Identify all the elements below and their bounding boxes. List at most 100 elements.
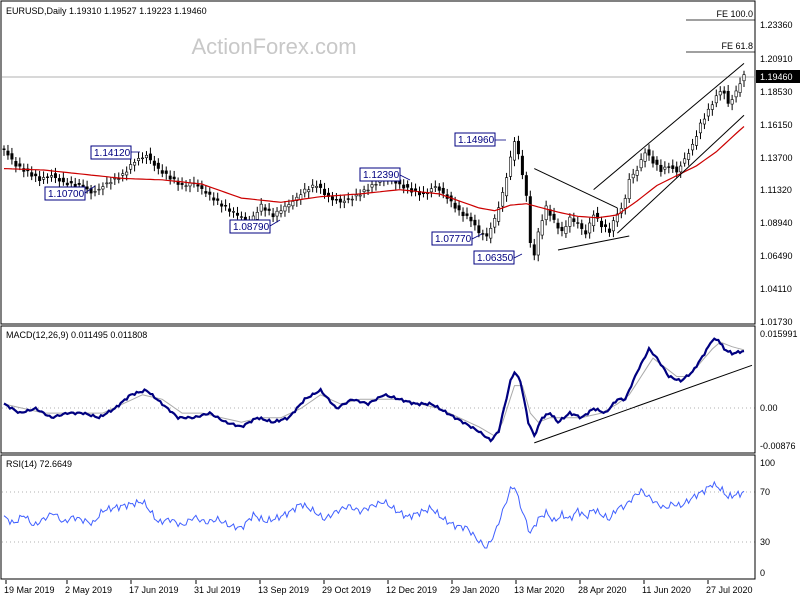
candle-body: [671, 165, 675, 169]
candle-body: [509, 156, 513, 177]
candle-body: [726, 90, 730, 104]
candle-body: [113, 177, 117, 180]
candle-body: [718, 91, 722, 96]
x-tick-label: 2 May 2019: [65, 585, 112, 595]
candle-body: [49, 175, 53, 178]
candle-body: [208, 191, 212, 195]
candle-body: [615, 213, 619, 223]
candle-body: [311, 184, 315, 188]
candle-body: [2, 148, 6, 150]
price-trendline: [557, 235, 630, 251]
candle-body: [576, 222, 580, 224]
candle-body: [323, 188, 327, 195]
candle-body: [695, 136, 699, 146]
candle-body: [647, 149, 651, 156]
candle-body: [643, 152, 647, 162]
candle-body: [172, 176, 176, 180]
macd-tick-label: -0.00876: [760, 441, 796, 451]
candle-body: [663, 166, 667, 170]
x-tick-label: 12 Dec 2019: [386, 585, 437, 595]
candle-body: [243, 216, 247, 220]
candle-body: [540, 220, 544, 236]
candle-body: [520, 155, 524, 176]
candle-body: [564, 226, 568, 234]
annotation-1.06350: 1.06350: [473, 250, 523, 265]
candle-body: [334, 199, 338, 201]
price-trendlines: [534, 62, 745, 251]
annotation-1.14120: 1.14120: [90, 145, 140, 160]
candle-body: [710, 104, 714, 110]
candle-body: [101, 186, 105, 190]
candle-body: [441, 187, 445, 194]
annotation-1.08790: 1.08790: [229, 219, 281, 234]
candle-body: [362, 189, 366, 192]
candle-body: [14, 161, 18, 167]
candle-body: [283, 205, 287, 212]
price-tick-label: 1.08940: [760, 218, 793, 228]
candle-body: [358, 194, 362, 197]
candle-body: [275, 210, 279, 217]
candle-body: [255, 212, 259, 220]
candle-body: [611, 220, 615, 232]
candle-body: [330, 196, 334, 201]
candle-body: [259, 203, 263, 212]
candle-body: [631, 173, 635, 179]
candle-body: [675, 166, 679, 173]
candle-body: [319, 183, 323, 188]
price-tick-label: 1.23360: [760, 20, 793, 30]
annotation-label: 1.08790: [233, 222, 270, 233]
candle-body: [279, 210, 283, 214]
candle-body: [22, 168, 26, 172]
candle-body: [121, 173, 125, 176]
rsi-tick-label: 0: [760, 568, 765, 578]
candle-body: [291, 201, 295, 207]
candle-body: [232, 211, 236, 213]
candle-body: [603, 224, 607, 227]
candle-body: [315, 186, 319, 188]
rsi-line: [3, 480, 745, 549]
candle-body: [473, 219, 477, 226]
candle-body: [406, 184, 410, 188]
price-trendline: [593, 62, 745, 191]
candle-body: [350, 198, 354, 201]
price-tick-label: 1.16150: [760, 120, 793, 130]
candle-body: [489, 228, 493, 239]
candle-body: [109, 182, 113, 185]
candle-body: [497, 207, 501, 222]
candle-body: [46, 176, 50, 178]
candle-body: [216, 198, 220, 201]
candle-body: [722, 90, 726, 94]
candle-body: [129, 164, 133, 170]
candle-body: [679, 165, 683, 173]
candle-body: [485, 233, 489, 237]
annotation-label: 1.07770: [435, 234, 472, 245]
candle-body: [6, 150, 10, 156]
candle-body: [560, 226, 564, 232]
annotation-1.10700: 1.10700: [44, 185, 96, 201]
candle-body: [493, 218, 497, 228]
x-axis: 19 Mar 2019 2 May 2019 17 Jun 2019 31 Ju…: [4, 580, 753, 595]
candle-body: [528, 196, 532, 243]
candle-body: [635, 170, 639, 176]
candle-body: [584, 230, 588, 235]
candle-body: [338, 198, 342, 203]
x-tick-label: 13 Sep 2019: [258, 585, 309, 595]
candle-body: [453, 202, 457, 209]
price-tick-label: 1.13700: [760, 153, 793, 163]
macd-trendline: [534, 364, 753, 444]
candle-body: [738, 83, 742, 93]
annotation-label: 1.12390: [363, 170, 400, 181]
candle-body: [370, 184, 374, 188]
candle-body: [592, 214, 596, 227]
candle-body: [457, 205, 461, 211]
candle-body: [228, 208, 232, 212]
candle-body: [714, 95, 718, 104]
candle-body: [10, 153, 14, 160]
candle-body: [204, 191, 208, 194]
x-tick-label: 13 Mar 2020: [514, 585, 565, 595]
price-tick-label: 1.18530: [760, 87, 793, 97]
candle-body: [627, 179, 631, 200]
candle-body: [501, 192, 505, 207]
candle-body: [303, 188, 307, 194]
price-tick-label: 1.04110: [760, 284, 792, 294]
